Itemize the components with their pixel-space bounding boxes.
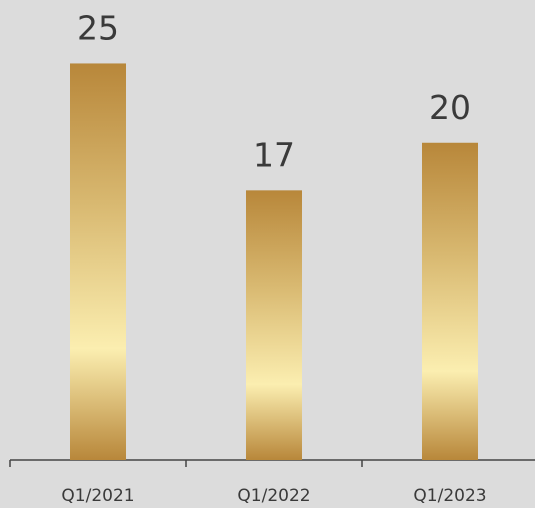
bar — [70, 63, 126, 461]
value-label: 20 — [429, 88, 471, 127]
value-label: 25 — [77, 8, 119, 47]
value-label: 17 — [253, 135, 295, 174]
x-tick-label: Q1/2023 — [413, 486, 486, 506]
bar — [422, 142, 478, 461]
x-tick-label: Q1/2022 — [237, 486, 310, 506]
x-tick-label: Q1/2021 — [61, 486, 134, 506]
bar — [246, 190, 302, 460]
